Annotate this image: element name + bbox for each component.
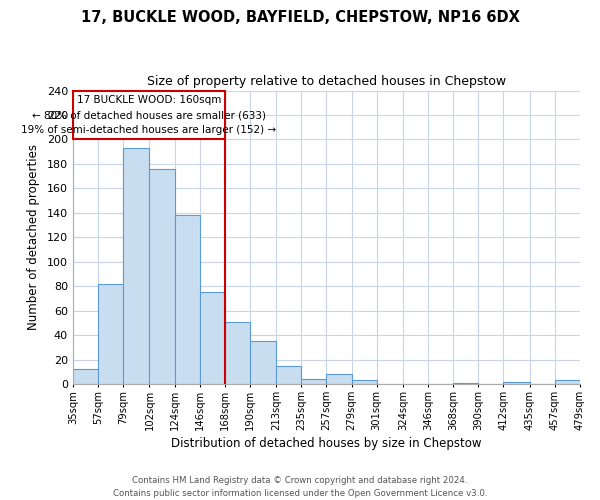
Y-axis label: Number of detached properties: Number of detached properties — [27, 144, 40, 330]
FancyBboxPatch shape — [73, 90, 225, 140]
Title: Size of property relative to detached houses in Chepstow: Size of property relative to detached ho… — [147, 75, 506, 88]
Bar — [98, 284, 123, 384]
X-axis label: Distribution of detached houses by size in Chepstow: Distribution of detached houses by size … — [171, 437, 482, 450]
Bar — [149, 169, 175, 384]
Bar — [276, 366, 301, 384]
Bar — [555, 380, 580, 384]
Bar — [225, 322, 250, 384]
Bar — [250, 342, 276, 384]
Bar — [453, 383, 478, 384]
Bar — [200, 292, 225, 384]
Bar — [352, 380, 377, 384]
Bar — [503, 382, 530, 384]
Bar — [326, 374, 352, 384]
Text: Contains HM Land Registry data © Crown copyright and database right 2024.
Contai: Contains HM Land Registry data © Crown c… — [113, 476, 487, 498]
Bar — [301, 379, 326, 384]
Text: 17 BUCKLE WOOD: 160sqm
← 80% of detached houses are smaller (633)
19% of semi-de: 17 BUCKLE WOOD: 160sqm ← 80% of detached… — [22, 95, 277, 135]
Text: 17, BUCKLE WOOD, BAYFIELD, CHEPSTOW, NP16 6DX: 17, BUCKLE WOOD, BAYFIELD, CHEPSTOW, NP1… — [80, 10, 520, 25]
Bar — [175, 216, 200, 384]
Bar — [123, 148, 149, 384]
Bar — [73, 370, 98, 384]
